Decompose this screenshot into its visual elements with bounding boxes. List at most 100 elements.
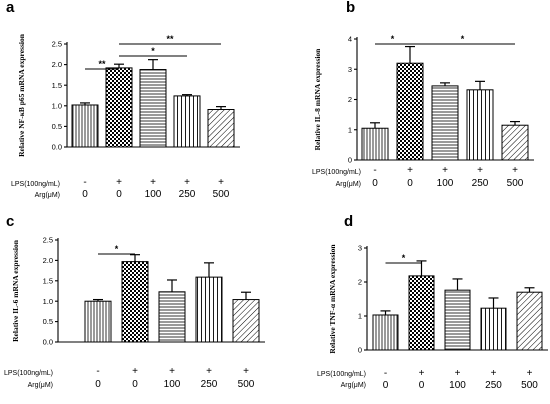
arg-value: 0	[419, 380, 425, 391]
bar	[173, 95, 201, 148]
significance-label: *	[115, 244, 119, 254]
lps-value: +	[407, 165, 413, 176]
lps-value: +	[527, 368, 533, 379]
lps-value: -	[373, 165, 376, 176]
y-tick-label: 2.5	[43, 236, 53, 245]
significance-label: *	[461, 34, 465, 44]
lps-value: +	[218, 177, 224, 188]
lps-row-label: LPS(100ng/mL)	[312, 169, 361, 176]
significance-label: *	[391, 34, 395, 44]
lps-row-label: LPS(100ng/mL)	[317, 371, 366, 378]
bar	[121, 261, 149, 343]
lps-row-label: LPS(100ng/mL)	[11, 181, 60, 188]
y-axis-label: Relative IL-8 mRNA expression	[313, 48, 322, 151]
lps-value: +	[477, 165, 483, 176]
bar	[396, 62, 424, 161]
y-tick-label: 1	[358, 312, 362, 321]
arg-value: 250	[472, 178, 489, 189]
bar	[408, 275, 435, 351]
significance-label: *	[402, 253, 406, 263]
arg-row-label: Arg(μM)	[28, 382, 53, 389]
significance-label: **	[166, 34, 174, 44]
arg-value: 100	[164, 379, 181, 390]
arg-row-label: Arg(μM)	[336, 181, 361, 188]
arg-value: 0	[407, 178, 413, 189]
y-tick-label: 1.5	[43, 276, 53, 285]
y-tick-label: 3	[358, 244, 362, 253]
arg-value: 500	[521, 380, 538, 391]
y-tick-label: 0.0	[52, 143, 62, 152]
bar	[105, 67, 133, 148]
lps-value: -	[83, 177, 86, 188]
arg-value: 250	[485, 380, 502, 391]
lps-value: +	[169, 366, 175, 377]
panel-letter: a	[6, 0, 15, 16]
y-tick-label: 0	[358, 346, 362, 355]
arg-row-label: Arg(μM)	[35, 192, 60, 199]
panel-b: b Relative IL-8 mRNA expression 0 1 2 3 4 * * LPS…	[312, 0, 534, 189]
arg-value: 500	[507, 178, 524, 189]
bar	[195, 276, 223, 343]
y-tick-label: 2	[348, 95, 352, 104]
y-tick-label: 2	[358, 278, 362, 287]
y-tick-label: 0	[348, 156, 352, 165]
y-tick-label: 1.5	[52, 81, 62, 90]
arg-value: 100	[437, 178, 454, 189]
arg-value: 100	[449, 380, 466, 391]
lps-value: +	[455, 368, 461, 379]
bar	[361, 127, 389, 161]
y-axis-label: Relative IL-6 mRNA expression	[11, 239, 20, 342]
arg-value: 250	[201, 379, 218, 390]
significance-label: *	[151, 46, 155, 56]
y-tick-label: 1.0	[52, 101, 62, 110]
y-tick-label: 1	[348, 125, 352, 134]
lps-value: +	[184, 177, 190, 188]
bar	[431, 85, 459, 161]
arg-value: 0	[82, 189, 88, 200]
y-axis-label: Relative TNF-α mRNA expression	[328, 244, 337, 354]
bar	[232, 299, 260, 343]
y-tick-label: 0.0	[43, 338, 53, 347]
lps-value: +	[419, 368, 425, 379]
y-tick-label: 2.0	[43, 256, 53, 265]
lps-value: -	[96, 366, 99, 377]
bar	[516, 291, 543, 351]
panel-a: a Relative NF-κB p65 mRNA expression 0.0 0.…	[6, 0, 240, 200]
arg-row-label: Arg(μM)	[341, 382, 366, 389]
lps-value: +	[206, 366, 212, 377]
significance-label: **	[98, 59, 106, 69]
y-tick-label: 1.0	[43, 297, 53, 306]
panel-c: c Relative IL-6 mRNA expression 0.0 0.5 1.0 1…	[4, 213, 265, 390]
lps-value: -	[384, 368, 387, 379]
lps-value: +	[442, 165, 448, 176]
y-tick-label: 0.5	[52, 122, 62, 131]
arg-value: 0	[372, 178, 378, 189]
bar	[207, 109, 235, 148]
panel-letter: b	[346, 0, 355, 16]
arg-value: 250	[179, 189, 196, 200]
arg-value: 0	[116, 189, 122, 200]
bar	[501, 124, 529, 161]
bar	[139, 69, 167, 148]
lps-value: +	[132, 366, 138, 377]
bar	[372, 314, 399, 351]
arg-value: 500	[213, 189, 230, 200]
lps-value: +	[512, 165, 518, 176]
bar	[480, 307, 507, 351]
lps-value: +	[116, 177, 122, 188]
panel-d: d Relative TNF-α mRNA expression 0 1 2 3 * LPS(…	[317, 213, 548, 391]
y-tick-label: 4	[348, 35, 352, 44]
lps-value: +	[150, 177, 156, 188]
lps-value: +	[491, 368, 497, 379]
lps-value: +	[243, 366, 249, 377]
panel-letter: c	[6, 213, 14, 230]
lps-row-label: LPS(100ng/mL)	[4, 370, 53, 377]
bar	[71, 104, 99, 148]
y-tick-label: 2.5	[52, 40, 62, 49]
arg-value: 100	[145, 189, 162, 200]
arg-value: 500	[238, 379, 255, 390]
bar	[466, 89, 494, 161]
bar	[444, 289, 471, 351]
y-tick-label: 3	[348, 65, 352, 74]
y-tick-label: 2.0	[52, 60, 62, 69]
